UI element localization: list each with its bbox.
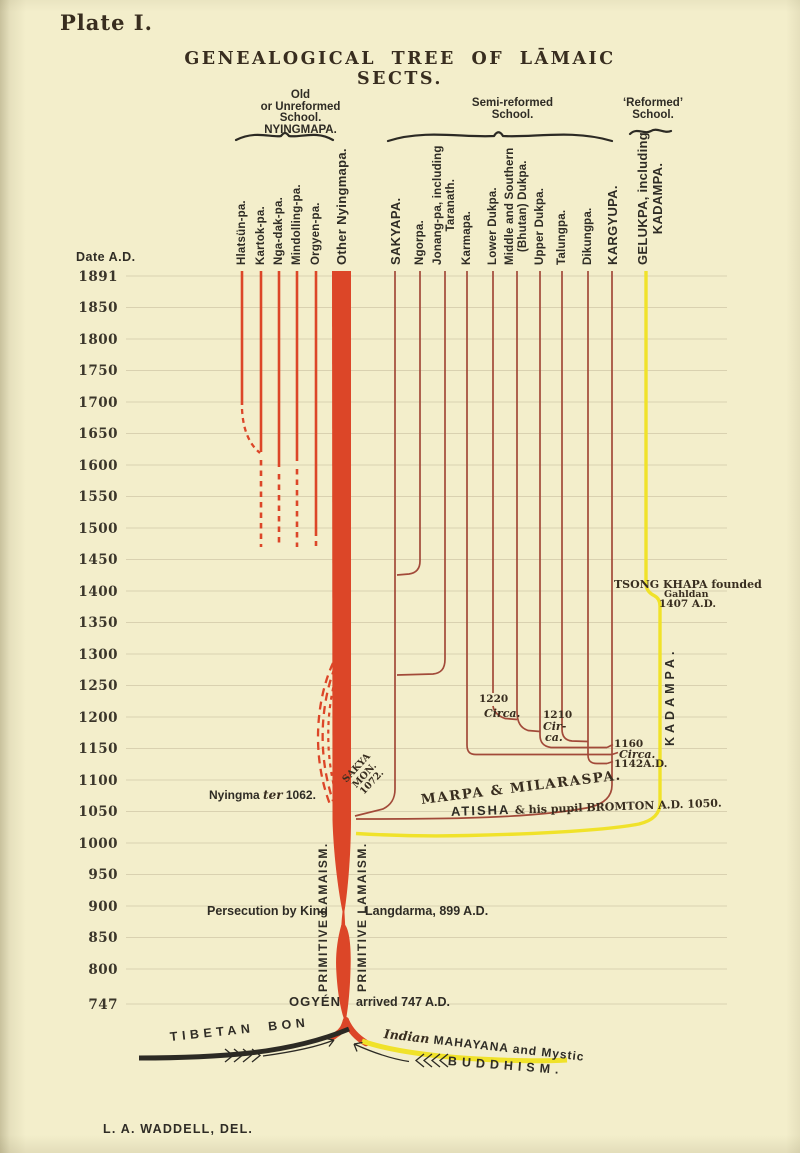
sect-label-other-nyingmapa: Other Nyingmapa. bbox=[334, 148, 349, 265]
ogyen-note: OGYÉN bbox=[289, 994, 341, 1009]
merge-date-1220: 1220 bbox=[479, 693, 509, 705]
date-1100: 1100 bbox=[78, 773, 118, 789]
merge-date-1220-circa: Circa. bbox=[484, 707, 521, 720]
plate-label: Plate I. bbox=[60, 10, 153, 35]
date-1550: 1550 bbox=[78, 489, 118, 505]
sect-label-jonangpa: Jonang-pa, including Taranath. bbox=[432, 145, 457, 265]
kadampa-vertical-label: KADAMPA. bbox=[663, 647, 677, 746]
tsongkhapa-note-line2: Gahldan bbox=[664, 589, 709, 600]
date-1000: 1000 bbox=[78, 836, 118, 852]
date-850: 850 bbox=[88, 930, 118, 946]
sect-label-hlatsunpa: Hlatsün-pa. bbox=[236, 200, 248, 265]
merge-date-1160: 1160 bbox=[614, 738, 644, 750]
sect-label-orgyenpa: Orgyen-pa. bbox=[310, 202, 322, 265]
date-1650: 1650 bbox=[78, 426, 118, 442]
date-1400: 1400 bbox=[78, 584, 118, 600]
school-header-reformed: ‘Reformed’ School. bbox=[622, 97, 684, 121]
semi-reformed-lines bbox=[354, 271, 619, 820]
date-1800: 1800 bbox=[78, 332, 118, 348]
date-1200: 1200 bbox=[78, 710, 118, 726]
date-950: 950 bbox=[88, 867, 118, 883]
merge-date-1160-circa: Circa. bbox=[619, 748, 656, 761]
date-1850: 1850 bbox=[78, 300, 118, 316]
nyingma-lines bbox=[240, 271, 339, 808]
date-1150: 1150 bbox=[78, 741, 118, 757]
nyingma-ter-note: Nyingma ter 1062. bbox=[209, 788, 316, 802]
date-1450: 1450 bbox=[78, 552, 118, 568]
school-header-old: Old or Unreformed School. NYINGMAPA. bbox=[260, 89, 341, 136]
date-800: 800 bbox=[88, 962, 118, 978]
date-1050: 1050 bbox=[78, 804, 118, 820]
main-trunk bbox=[332, 271, 351, 1023]
page-title: GENEALOGICAL TREE OF LĀMAIC SECTS. bbox=[184, 49, 616, 89]
influence-arrows bbox=[224, 1037, 449, 1068]
date-1250: 1250 bbox=[78, 678, 118, 694]
bon-root-line bbox=[138, 1026, 350, 1061]
date-1750: 1750 bbox=[78, 363, 118, 379]
date-1500: 1500 bbox=[78, 521, 118, 537]
merge-date-1210-ca: ca. bbox=[545, 731, 563, 744]
persecution-note-left: Persecution by King bbox=[207, 904, 328, 918]
sect-label-mindollingpa: Mindolling-pa. bbox=[291, 184, 303, 265]
ogyen-arrived-note: arrived 747 A.D. bbox=[356, 995, 451, 1009]
date-1600: 1600 bbox=[78, 458, 118, 474]
sect-label-ngadakpa: Nga-dak-pa. bbox=[273, 196, 285, 265]
sect-label-lower-dukpa: Lower Dukpa. bbox=[487, 187, 499, 265]
sect-label-karmapa: Karmapa. bbox=[461, 210, 473, 265]
date-1700: 1700 bbox=[78, 395, 118, 411]
sect-label-kartokpa: Kartok-pa. bbox=[255, 206, 267, 265]
merge-date-1210-cir: Cir- bbox=[543, 720, 567, 733]
date-900: 900 bbox=[88, 899, 118, 915]
sect-label-sakyapa: SAKYAPA. bbox=[388, 197, 403, 265]
date-747: 747 bbox=[88, 997, 118, 1013]
persecution-note-right: Langdarma, 899 A.D. bbox=[365, 904, 489, 918]
sect-label-ngorpa: Ngorpa. bbox=[414, 220, 426, 265]
date-gridlines bbox=[126, 275, 727, 1005]
sect-label-gelukpa: GELUKPA, including KADAMPA. bbox=[635, 132, 665, 265]
gelukpa-yellow-line bbox=[355, 271, 662, 1064]
sect-label-dikungpa: Dikungpa. bbox=[582, 207, 594, 265]
sect-label-upper-dukpa: Upper Dukpa. bbox=[534, 187, 546, 265]
sect-label-middle-dukpa: Middle and Southern (Bhutan) Dukpa. bbox=[504, 147, 529, 265]
merge-date-1210: 1210 bbox=[543, 709, 573, 721]
date-axis-header: Date A.D. bbox=[76, 250, 136, 264]
sect-label-talungpa: Talungpa. bbox=[556, 209, 568, 265]
date-1350: 1350 bbox=[78, 615, 118, 631]
school-header-semi: Semi-reformed School. bbox=[471, 97, 554, 121]
date-1300: 1300 bbox=[78, 647, 118, 663]
date-1891: 1891 bbox=[78, 269, 118, 285]
credit-line: L. A. WADDELL, DEL. bbox=[103, 1122, 254, 1136]
merge-date-1142: 1142A.D. bbox=[614, 758, 668, 770]
tsongkhapa-note-line1: TSONG KHAPA founded bbox=[614, 578, 762, 591]
tsongkhapa-note-line3: 1407 A.D. bbox=[659, 598, 717, 610]
school-braces bbox=[234, 128, 673, 143]
sect-label-kargyupa: KARGYUPA. bbox=[605, 185, 620, 265]
